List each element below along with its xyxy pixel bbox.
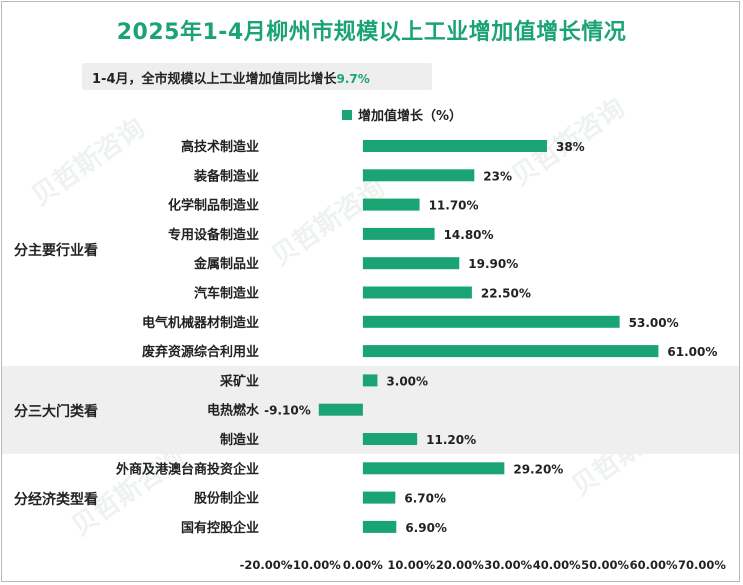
category-label: 高技术制造业 bbox=[181, 139, 259, 155]
subtitle: 1-4月，全市规模以上工业增加值同比增长9.7% bbox=[92, 68, 370, 87]
x-tick-label: 70.00% bbox=[678, 558, 726, 572]
category-label: 装备制造业 bbox=[193, 168, 259, 184]
category-label: 股份制企业 bbox=[194, 491, 259, 507]
subtitle-box: 1-4月，全市规模以上工业增加值同比增长9.7% bbox=[82, 63, 432, 90]
value-label: 3.00% bbox=[386, 374, 428, 388]
x-tick-label: 0.00% bbox=[343, 558, 383, 572]
category-label: 制造业 bbox=[220, 432, 259, 448]
value-label: 6.90% bbox=[405, 521, 447, 535]
bar bbox=[362, 198, 420, 211]
bar bbox=[362, 169, 475, 182]
subtitle-text: 1-4月，全市规模以上工业增加值同比增长 bbox=[92, 72, 337, 87]
bar bbox=[318, 403, 363, 416]
x-tick-label: -20.00% bbox=[240, 558, 293, 572]
category-label: 汽车制造业 bbox=[194, 286, 259, 302]
x-tick-label: 50.00% bbox=[581, 558, 629, 572]
bar bbox=[362, 257, 460, 270]
subtitle-value: 9.7% bbox=[336, 72, 370, 86]
legend: 增加值增长（%） bbox=[342, 105, 462, 124]
x-tick-label: 10.00% bbox=[387, 558, 435, 572]
bar bbox=[362, 462, 505, 475]
value-label: 11.20% bbox=[426, 433, 476, 447]
bar bbox=[362, 286, 472, 299]
category-label: 金属制品业 bbox=[193, 256, 259, 272]
x-tick-label: 60.00% bbox=[630, 558, 678, 572]
value-label: 19.90% bbox=[468, 257, 518, 271]
value-label: 38% bbox=[556, 140, 585, 154]
value-label: -9.10% bbox=[264, 404, 311, 418]
category-label: 外商及港澳台商投资企业 bbox=[115, 461, 259, 477]
category-label: 电热燃水 bbox=[207, 403, 260, 419]
value-label: 6.70% bbox=[404, 492, 446, 506]
group-label: 分三大门类看 bbox=[14, 403, 98, 420]
value-label: 11.70% bbox=[429, 199, 479, 213]
bar bbox=[362, 491, 396, 504]
value-label: 29.20% bbox=[513, 462, 563, 476]
bar bbox=[362, 433, 418, 445]
value-label: 22.50% bbox=[481, 287, 531, 301]
category-label: 废弃资源综合利用业 bbox=[142, 344, 259, 360]
value-label: 61.00% bbox=[667, 345, 717, 359]
category-label: 化学制品制造业 bbox=[168, 198, 259, 214]
bar bbox=[362, 140, 547, 152]
category-label: 专用设备制造业 bbox=[168, 227, 259, 243]
value-label: 23% bbox=[483, 169, 512, 183]
x-tick-label: -10.00% bbox=[288, 558, 341, 572]
bar bbox=[362, 520, 397, 533]
x-tick-label: 30.00% bbox=[484, 558, 532, 572]
category-label: 采矿业 bbox=[219, 373, 259, 389]
bar bbox=[362, 374, 378, 387]
bar bbox=[362, 345, 659, 358]
group-label: 分经济类型看 bbox=[14, 491, 98, 508]
legend-swatch bbox=[342, 109, 352, 120]
category-label: 国有控股企业 bbox=[181, 520, 259, 536]
x-tick-label: 40.00% bbox=[533, 558, 581, 572]
bar bbox=[362, 227, 435, 240]
value-label: 14.80% bbox=[444, 228, 494, 242]
bar bbox=[362, 315, 620, 328]
group-label: 分主要行业看 bbox=[14, 242, 98, 259]
category-label: 电气机械器材制造业 bbox=[142, 315, 259, 331]
x-tick-label: 20.00% bbox=[436, 558, 484, 572]
value-label: 53.00% bbox=[629, 316, 679, 330]
legend-label: 增加值增长（%） bbox=[358, 109, 463, 124]
chart-title: 2025年1-4月柳州市规模以上工业增加值增长情况 bbox=[116, 20, 627, 45]
